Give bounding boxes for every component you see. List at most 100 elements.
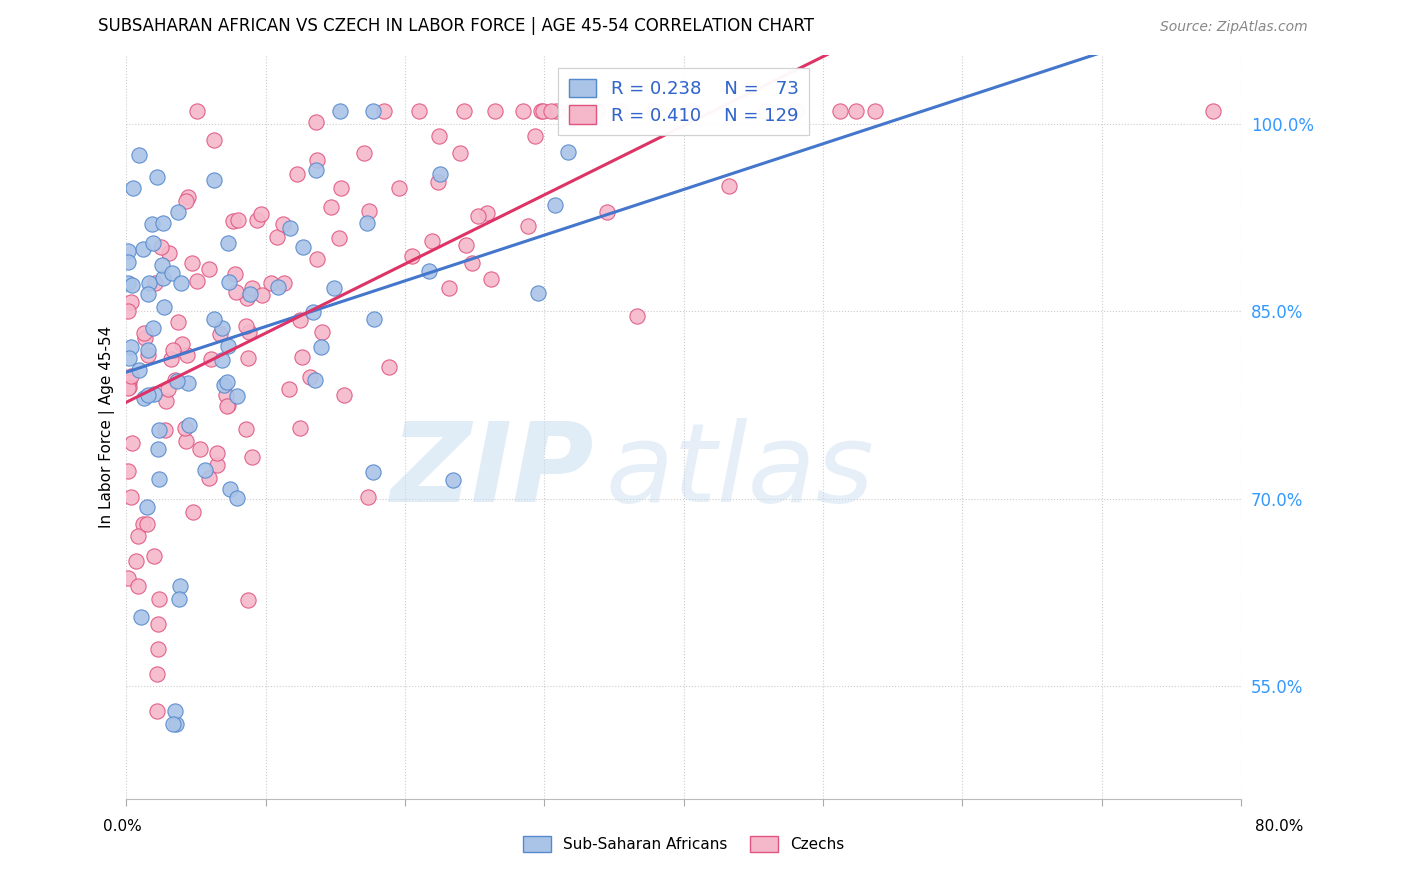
Point: [148, 591, 170, 606]
Point: [278, 221, 301, 235]
Point: [361, 104, 384, 119]
Point: [135, 517, 157, 532]
Point: [453, 104, 475, 119]
Point: [121, 277, 143, 292]
Point: [146, 641, 169, 656]
Point: [288, 312, 311, 326]
Point: [117, 381, 139, 395]
Point: [221, 213, 243, 227]
Point: [136, 500, 159, 514]
Point: [117, 303, 139, 318]
Point: [177, 376, 200, 391]
Point: [292, 240, 315, 254]
Point: [238, 351, 260, 365]
Point: [755, 104, 778, 119]
Text: Source: ZipAtlas.com: Source: ZipAtlas.com: [1160, 21, 1308, 34]
Point: [120, 294, 142, 309]
Point: [198, 471, 221, 485]
Point: [277, 382, 299, 396]
Point: [118, 375, 141, 389]
Point: [129, 610, 152, 624]
Point: [156, 382, 179, 396]
Point: [357, 490, 380, 504]
Point: [305, 153, 328, 168]
Point: [401, 249, 423, 263]
Point: [136, 388, 159, 402]
Point: [356, 216, 378, 230]
Point: [117, 463, 139, 477]
Point: [330, 181, 353, 195]
Point: [540, 104, 562, 119]
Point: [298, 370, 321, 384]
Point: [353, 146, 375, 161]
Point: [609, 104, 631, 119]
Point: [596, 205, 619, 219]
Point: [217, 236, 239, 251]
Point: [266, 229, 288, 244]
Point: [484, 104, 506, 119]
Point: [153, 300, 176, 314]
Point: [165, 704, 187, 718]
Point: [226, 491, 249, 506]
Point: [152, 216, 174, 230]
Point: [141, 217, 163, 231]
Point: [467, 209, 489, 223]
Point: [150, 258, 173, 272]
Point: [118, 380, 141, 394]
Point: [288, 421, 311, 435]
Point: [186, 274, 208, 288]
Point: [212, 378, 235, 392]
Point: [418, 263, 440, 277]
Point: [176, 348, 198, 362]
Point: [531, 104, 554, 119]
Point: [202, 311, 225, 326]
Point: [305, 252, 328, 267]
Point: [328, 230, 350, 244]
Point: [309, 340, 332, 354]
Point: [785, 104, 807, 119]
Point: [143, 386, 166, 401]
Point: [557, 145, 579, 159]
Point: [127, 579, 149, 593]
Point: [240, 450, 263, 464]
Point: [523, 129, 546, 144]
Point: [561, 104, 583, 119]
Point: [373, 104, 395, 119]
Text: ZIP: ZIP: [391, 418, 595, 525]
Point: [148, 423, 170, 437]
Point: [585, 104, 607, 119]
Point: [153, 423, 176, 437]
Point: [429, 168, 451, 182]
Point: [202, 173, 225, 187]
Point: [166, 374, 188, 388]
Point: [162, 343, 184, 357]
Point: [148, 616, 170, 631]
Point: [128, 147, 150, 161]
Point: [1202, 104, 1225, 119]
Point: [120, 340, 142, 354]
Point: [830, 104, 852, 119]
Point: [190, 442, 212, 456]
Point: [157, 245, 180, 260]
Point: [160, 266, 183, 280]
Point: [236, 593, 259, 607]
Point: [142, 235, 165, 250]
Point: [155, 393, 177, 408]
Point: [136, 348, 159, 362]
Point: [311, 325, 333, 339]
Point: [181, 505, 204, 519]
Point: [271, 217, 294, 231]
Point: [211, 321, 233, 335]
Point: [167, 591, 190, 606]
Point: [177, 190, 200, 204]
Point: [163, 373, 186, 387]
Point: [146, 442, 169, 456]
Point: [238, 325, 260, 339]
Point: [170, 276, 193, 290]
Point: [145, 276, 167, 290]
Point: [162, 716, 184, 731]
Point: [125, 554, 148, 568]
Point: [217, 399, 239, 413]
Point: [530, 104, 553, 119]
Point: [170, 336, 193, 351]
